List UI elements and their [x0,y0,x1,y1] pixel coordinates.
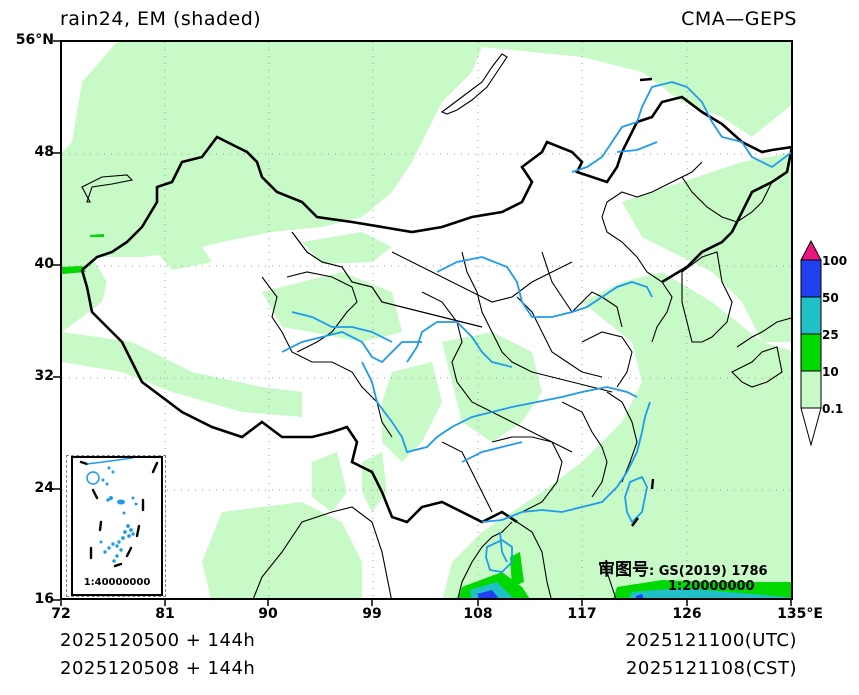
inset-frame: 1:40000000 [71,456,163,596]
x-tick-72: 72 [51,606,71,622]
x-tick-90: 90 [258,606,278,622]
colorbar-label-0-1: 0.1 [822,402,844,416]
south-china-sea-inset: 1:40000000 [66,455,166,597]
approval-code: : GS(2019) 1786 [649,564,768,579]
inset-scale-label: 1:40000000 [83,577,151,588]
y-tick-56: 56°N [15,32,54,48]
valid-time-utc: 2025121100(UTC) [625,630,797,651]
main-scale-label: 1:20000000 [668,579,755,594]
x-tick-99: 99 [362,606,382,622]
inset-map [79,458,159,568]
precip-shading [62,42,791,598]
colorbar-label-25: 25 [822,328,839,342]
y-tick-32: 32 [34,368,54,384]
colorbar-label-50: 50 [822,291,839,305]
x-tick-108: 108 [463,606,493,622]
init-time-cst: 2025120508 + 144h [60,658,256,679]
y-tick-48: 48 [34,144,54,160]
map-plot-area [60,40,793,600]
approval-label-cn: 审图号 [598,560,649,580]
y-tick-24: 24 [34,480,54,496]
x-tick-117: 117 [567,606,597,622]
y-tick-16: 16 [34,591,54,607]
y-tick-40: 40 [34,256,54,272]
national-border-sw [80,269,518,524]
map-title: rain24, EM (shaded) [60,8,262,30]
colorbar-label-100: 100 [822,254,848,268]
x-tick-135: 135°E [777,606,823,622]
init-time-utc: 2025120500 + 144h [60,630,256,651]
x-tick-81: 81 [155,606,175,622]
colorbar [800,240,822,446]
x-tick-126: 126 [672,606,702,622]
national-border [81,95,791,284]
map-approval-number: 审图号: GS(2019) 1786 [598,555,768,580]
valid-time-cst: 2025121108(CST) [625,658,797,679]
colorbar-label-10: 10 [822,365,839,379]
model-name: CMA—GEPS [681,8,797,30]
